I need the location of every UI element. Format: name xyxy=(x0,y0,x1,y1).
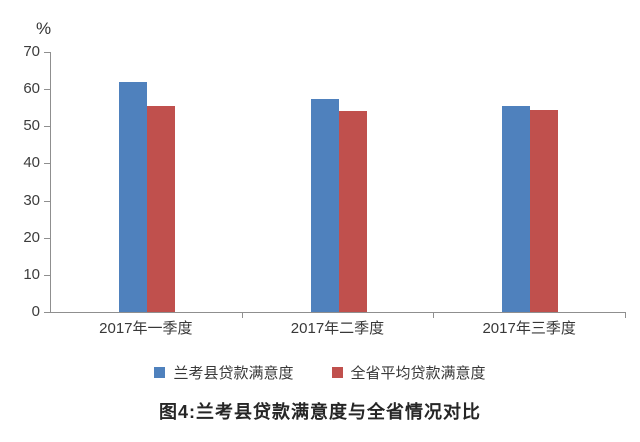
x-tick xyxy=(625,312,626,318)
x-tick xyxy=(241,312,243,318)
y-tick xyxy=(44,200,51,202)
x-axis-label: 2017年三季度 xyxy=(482,320,576,337)
y-axis-unit-label: % xyxy=(36,19,52,38)
y-tick-label: 10 xyxy=(23,265,40,283)
y-tick-label: 30 xyxy=(23,191,40,209)
bar-series1-cat3 xyxy=(502,106,531,312)
y-tick-label: 70 xyxy=(23,43,40,60)
bar-series2-cat1 xyxy=(146,105,175,312)
legend-swatch-icon xyxy=(331,367,343,378)
y-tick xyxy=(44,52,51,53)
y-tick xyxy=(44,89,51,91)
y-tick-label: 50 xyxy=(23,117,40,135)
y-tick-label: 40 xyxy=(23,154,40,172)
legend-label: 全省平均贷款满意度 xyxy=(350,365,486,382)
plot-area xyxy=(44,52,626,318)
y-tick-label: 20 xyxy=(23,228,40,246)
x-tick xyxy=(433,312,435,318)
y-tick xyxy=(44,312,51,313)
y-tick-label: 60 xyxy=(23,80,40,98)
legend-item: 全省平均贷款满意度 xyxy=(331,362,486,383)
legend: 兰考县贷款满意度 全省平均贷款满意度 xyxy=(0,362,640,383)
y-tick xyxy=(44,163,51,165)
bar-series2-cat3 xyxy=(530,109,559,312)
y-tick xyxy=(44,126,51,128)
legend-item: 兰考县贷款满意度 xyxy=(154,362,294,383)
legend-swatch-icon xyxy=(154,367,166,378)
y-tick xyxy=(44,274,51,276)
x-axis-label: 2017年二季度 xyxy=(290,320,385,337)
bar-series1-cat2 xyxy=(310,99,339,312)
x-axis-label: 2017年一季度 xyxy=(99,320,193,337)
y-tick xyxy=(44,237,51,239)
chart-title: 图4:兰考县贷款满意度与全省情况对比 xyxy=(158,402,481,422)
y-tick-label: 0 xyxy=(31,303,40,320)
legend-label: 兰考县贷款满意度 xyxy=(173,365,294,382)
bar-series1-cat1 xyxy=(118,81,147,312)
bar-series2-cat2 xyxy=(338,111,367,312)
